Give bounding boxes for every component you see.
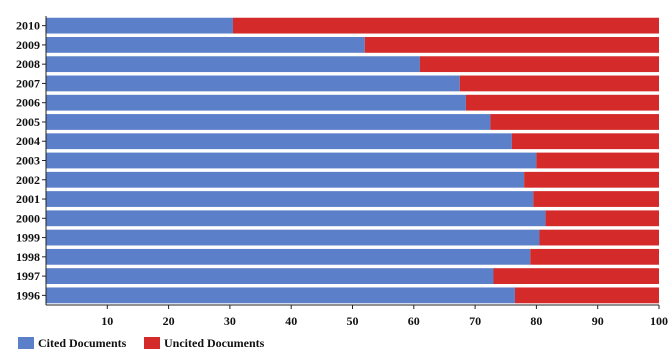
bar-cited-2002 [46, 171, 525, 188]
x-tick-label-30: 30 [224, 314, 236, 328]
bar-cited-2005 [46, 114, 491, 130]
bar-uncited-2009 [364, 37, 659, 53]
y-tick-label-1998: 1998 [16, 250, 40, 264]
x-tick-label-40: 40 [285, 314, 297, 328]
y-tick-label-1999: 1999 [16, 231, 40, 245]
x-tick-label-70: 70 [469, 314, 481, 328]
bar-cited-2010 [46, 17, 233, 34]
legend-swatch-uncited [144, 337, 160, 349]
bar-cited-2004 [46, 133, 512, 150]
bar-uncited-1999 [539, 229, 659, 246]
x-tick-label-80: 80 [530, 314, 542, 328]
legend-label-uncited: Uncited Documents [164, 336, 265, 350]
bar-uncited-2000 [545, 210, 659, 227]
x-tick-label-100: 100 [650, 314, 668, 328]
bar-uncited-1997 [493, 268, 659, 284]
bar-uncited-1996 [514, 287, 659, 304]
bar-uncited-2002 [524, 171, 659, 188]
x-tick-label-10: 10 [101, 314, 113, 328]
bar-cited-1997 [46, 268, 494, 284]
bar-cited-2006 [46, 94, 466, 111]
y-tick-label-2007: 2007 [16, 76, 40, 90]
y-tick-label-2003: 2003 [16, 154, 40, 168]
bar-uncited-2008 [419, 56, 659, 73]
bar-uncited-2010 [232, 17, 659, 34]
bar-cited-2007 [46, 75, 460, 92]
x-tick-label-60: 60 [408, 314, 420, 328]
y-tick-label-1996: 1996 [16, 288, 40, 302]
x-tick-label-20: 20 [163, 314, 175, 328]
bar-cited-2001 [46, 191, 534, 207]
y-tick-label-2005: 2005 [16, 115, 40, 129]
x-tick-label-50: 50 [347, 314, 359, 328]
bar-uncited-2003 [536, 152, 659, 169]
bar-cited-2003 [46, 152, 537, 169]
bar-uncited-2001 [533, 191, 659, 207]
legend-swatch-cited [18, 337, 34, 349]
y-tick-label-2004: 2004 [16, 134, 40, 148]
y-tick-label-2006: 2006 [16, 96, 40, 110]
legend-label-cited: Cited Documents [38, 336, 127, 350]
bar-cited-2009 [46, 37, 365, 53]
bar-uncited-2006 [465, 94, 659, 111]
y-tick-label-2001: 2001 [16, 192, 40, 206]
x-tick-label-90: 90 [592, 314, 604, 328]
y-tick-label-2002: 2002 [16, 173, 40, 187]
y-tick-label-1997: 1997 [16, 269, 40, 283]
y-tick-label-2000: 2000 [16, 211, 40, 225]
axes-group: 2010200920082007200620052004200320022001… [16, 16, 668, 328]
y-tick-label-2008: 2008 [16, 57, 40, 71]
bar-cited-1998 [46, 248, 531, 265]
bar-uncited-2004 [511, 133, 659, 150]
bar-uncited-1998 [530, 248, 659, 265]
y-tick-label-2009: 2009 [16, 38, 40, 52]
bars-group [46, 17, 659, 304]
bar-cited-2008 [46, 56, 420, 73]
bar-cited-1996 [46, 287, 515, 304]
y-tick-label-2010: 2010 [16, 19, 40, 33]
bar-cited-1999 [46, 229, 540, 246]
bar-uncited-2005 [490, 114, 659, 130]
legend: Cited Documents Uncited Documents [18, 336, 265, 350]
bar-cited-2000 [46, 210, 546, 227]
bar-uncited-2007 [459, 75, 659, 92]
